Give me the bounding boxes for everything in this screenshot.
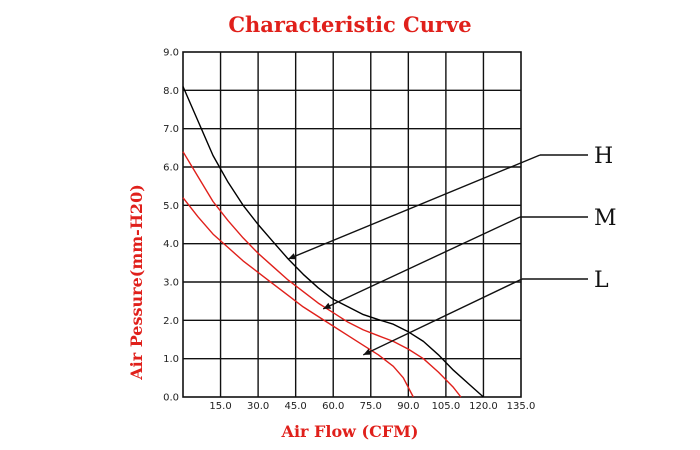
callout-leader <box>287 154 541 260</box>
x-tick-label: 105.0 <box>432 401 461 412</box>
x-tick-label: 75.0 <box>360 401 382 412</box>
y-tick-label: 8.0 <box>163 86 179 97</box>
curve-h <box>182 86 484 398</box>
y-tick-label: 4.0 <box>163 239 179 250</box>
legend-callouts: H M L <box>287 144 617 356</box>
x-tick-label: 120.0 <box>469 401 498 412</box>
y-tick-label: 9.0 <box>163 48 179 59</box>
legend-callout-m: M <box>322 206 617 310</box>
axis-ticks: 15.0 30.0 45.0 60.0 75.0 90.0 105.0 120.0 135.0 0… <box>163 48 535 413</box>
legend-label-l: L <box>594 268 609 293</box>
y-tick-label: 5.0 <box>163 201 179 212</box>
legend-callout-l: L <box>362 268 609 356</box>
callout-leader <box>362 278 523 356</box>
callout-leader <box>322 216 521 310</box>
y-tick-label: 7.0 <box>163 124 179 135</box>
legend-label-m: M <box>594 206 617 231</box>
callout-arrowhead <box>363 348 372 355</box>
curve-l <box>182 197 414 398</box>
x-tick-label: 135.0 <box>507 401 536 412</box>
callout-arrowhead <box>323 302 332 309</box>
curve-m <box>182 151 462 398</box>
chart-grid <box>182 51 522 398</box>
y-tick-label: 2.0 <box>163 316 179 327</box>
y-axis-label: Air Pessure(mm-H20) <box>127 184 146 381</box>
x-tick-label: 45.0 <box>285 401 307 412</box>
callout-arrowhead <box>288 253 297 260</box>
legend-callout-h: H <box>287 144 613 260</box>
x-axis-label: Air Flow (CFM) <box>281 422 419 441</box>
y-tick-label: 6.0 <box>163 163 179 174</box>
legend-label-h: H <box>594 144 613 169</box>
y-tick-label: 1.0 <box>163 354 179 365</box>
x-tick-label: 15.0 <box>209 401 231 412</box>
chart-title: Characteristic Curve <box>228 12 471 37</box>
plot-frame <box>182 51 522 398</box>
x-tick-label: 30.0 <box>247 401 269 412</box>
y-tick-label: 0.0 <box>163 393 179 404</box>
x-tick-label: 60.0 <box>322 401 344 412</box>
y-tick-label: 3.0 <box>163 278 179 289</box>
x-tick-label: 90.0 <box>397 401 419 412</box>
